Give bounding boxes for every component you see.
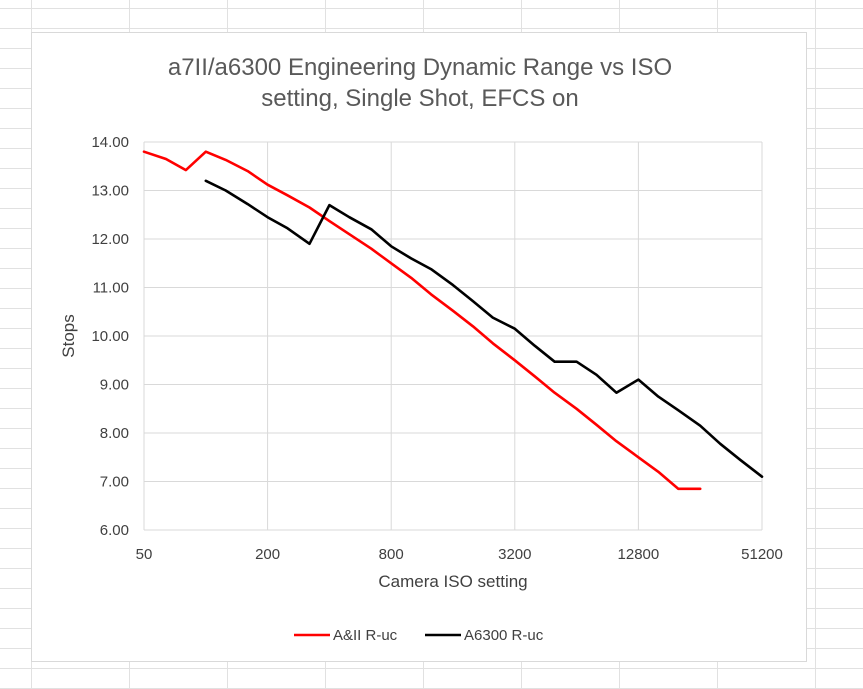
y-tick-label: 14.00 — [91, 134, 129, 151]
y-tick-label: 7.00 — [100, 474, 129, 491]
chart-title-line: setting, Single Shot, EFCS on — [261, 85, 579, 112]
y-tick-label: 9.00 — [100, 377, 129, 394]
y-axis-title: Stops — [59, 314, 78, 357]
legend-label-0: A&II R-uc — [333, 627, 398, 644]
y-tick-label: 13.00 — [91, 183, 129, 200]
x-tick-label: 50 — [136, 546, 153, 563]
x-tick-label: 3200 — [498, 546, 531, 563]
x-tick-label: 800 — [379, 546, 404, 563]
y-tick-label: 12.00 — [91, 231, 129, 248]
chart-plot: a7II/a6300 Engineering Dynamic Range vs … — [59, 54, 783, 644]
chart-title-line: a7II/a6300 Engineering Dynamic Range vs … — [168, 54, 672, 81]
legend-label-1: A6300 R-uc — [464, 627, 544, 644]
y-tick-label: 8.00 — [100, 425, 129, 442]
x-tick-label: 12800 — [618, 546, 660, 563]
y-tick-label: 11.00 — [93, 280, 129, 297]
series-line-0 — [142, 150, 702, 491]
y-tick-label: 6.00 — [100, 522, 129, 539]
x-tick-label: 51200 — [741, 546, 783, 563]
series-line-1 — [204, 179, 764, 479]
y-tick-label: 10.00 — [91, 328, 129, 345]
chart-area[interactable]: a7II/a6300 Engineering Dynamic Range vs … — [31, 32, 807, 662]
x-tick-label: 200 — [255, 546, 280, 563]
x-axis-title: Camera ISO setting — [378, 572, 527, 591]
